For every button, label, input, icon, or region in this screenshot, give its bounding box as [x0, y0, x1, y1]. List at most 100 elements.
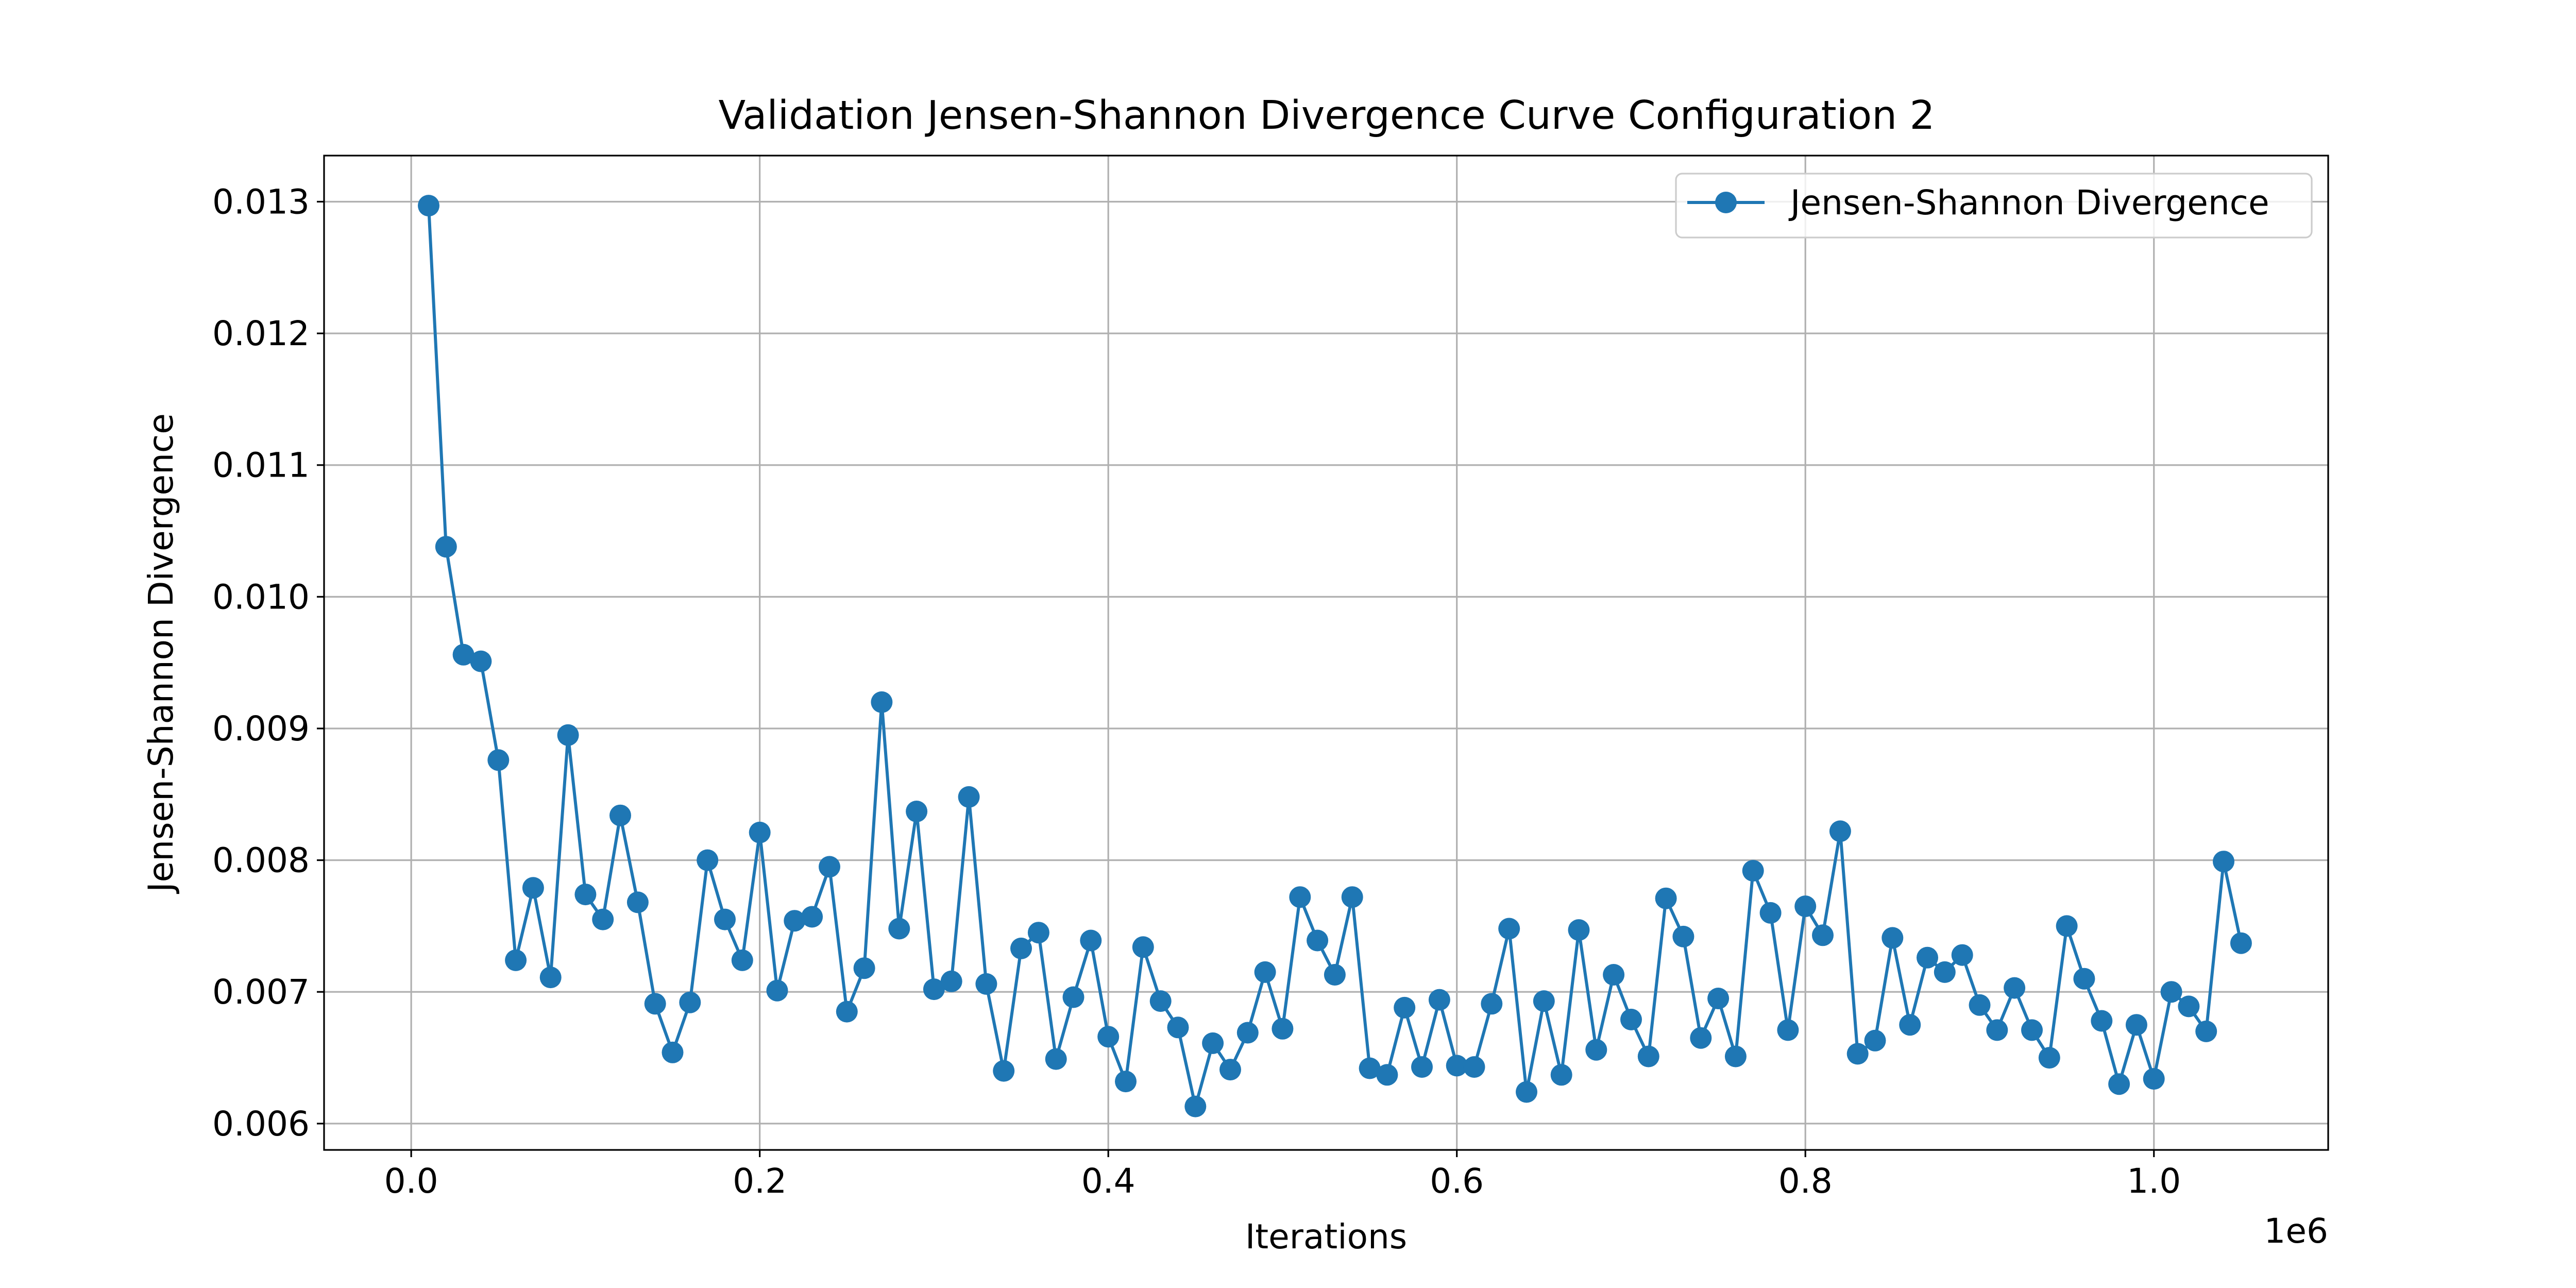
data-point: [2004, 977, 2026, 999]
data-point: [2143, 1068, 2165, 1090]
data-point: [1045, 1048, 1067, 1070]
data-point: [1184, 1095, 1207, 1117]
data-point: [1568, 919, 1590, 941]
data-point: [2038, 1047, 2060, 1069]
data-point: [906, 801, 928, 822]
grid: [324, 156, 2328, 1150]
data-point: [592, 908, 614, 930]
series-layer: [418, 195, 2252, 1117]
data-point: [1289, 886, 1311, 908]
data-point: [2091, 1010, 2113, 1032]
data-point: [1080, 929, 1102, 952]
x-tick-label: 0.2: [733, 1161, 787, 1201]
data-point: [871, 691, 893, 713]
data-point: [1219, 1059, 1241, 1081]
data-point: [714, 908, 736, 930]
data-point: [1951, 944, 1973, 966]
y-tick-label: 0.011: [212, 446, 310, 485]
x-axis-label: Iterations: [1245, 1217, 1407, 1257]
data-point: [1655, 887, 1677, 909]
data-point: [923, 978, 945, 1001]
data-point: [1934, 961, 1956, 983]
data-point: [1062, 986, 1084, 1008]
data-point: [1794, 895, 1817, 918]
data-point: [1236, 1022, 1259, 1044]
data-point: [1864, 1029, 1886, 1052]
data-point: [1533, 990, 1555, 1012]
legend: Jensen-Shannon Divergence: [1675, 173, 2313, 239]
x-tick-label: 1.0: [2127, 1161, 2181, 1201]
data-point: [1307, 929, 1329, 952]
y-tick-label: 0.013: [212, 182, 310, 222]
data-point: [609, 804, 631, 826]
data-point: [1759, 902, 1782, 924]
data-point: [1742, 860, 1764, 882]
data-point: [1672, 925, 1694, 947]
data-point: [1010, 937, 1032, 959]
data-point: [1603, 964, 1625, 986]
data-point: [452, 643, 474, 666]
data-point: [644, 993, 666, 1015]
x-tick-label: 0.8: [1778, 1161, 1833, 1201]
y-tick-label: 0.009: [212, 709, 310, 749]
chart-title: Validation Jensen-Shannon Divergence Cur…: [719, 93, 1935, 139]
data-point: [1149, 990, 1172, 1012]
data-point: [2021, 1019, 2043, 1041]
data-point: [1324, 964, 1346, 986]
data-point: [1115, 1071, 1137, 1093]
data-point: [749, 821, 771, 843]
legend-box: [1675, 173, 2313, 239]
data-point: [1516, 1081, 1537, 1103]
x-tick-label: 0.6: [1430, 1161, 1484, 1201]
data-point: [975, 973, 997, 995]
data-point: [1812, 924, 1834, 946]
data-point: [836, 1001, 858, 1023]
data-point: [1463, 1056, 1485, 1078]
data-point: [1777, 1019, 1799, 1041]
data-point: [662, 1041, 684, 1063]
data-point: [1829, 820, 1851, 842]
data-point: [1411, 1056, 1433, 1078]
data-point: [2125, 1014, 2147, 1036]
data-point: [505, 949, 527, 971]
y-axis-label: Jensen-Shannon Divergence: [141, 413, 181, 894]
data-point: [418, 195, 439, 217]
data-point: [731, 949, 753, 971]
data-point: [1167, 1016, 1189, 1039]
data-point: [574, 884, 597, 906]
data-point: [1097, 1026, 1120, 1048]
data-point: [1481, 993, 1503, 1015]
axis-ticks: 0.0 0.2 0.4 0.6 0.8 1.0 0.006 0.007 0.008 0.009 0.…: [212, 182, 2181, 1201]
legend-label: Jensen-Shannon Divergence: [1788, 183, 2269, 223]
data-point: [679, 991, 701, 1013]
plot-frame: [323, 155, 2329, 1151]
data-point: [2230, 932, 2252, 954]
data-point: [958, 786, 980, 808]
data-point: [1690, 1027, 1712, 1049]
data-point: [1394, 996, 1416, 1019]
data-point: [1899, 1014, 1921, 1036]
data-point: [940, 970, 962, 992]
y-tick-label: 0.012: [212, 314, 310, 353]
data-point: [1969, 994, 1991, 1016]
y-tick-label: 0.006: [212, 1104, 310, 1144]
data-point: [1446, 1055, 1468, 1077]
data-point: [1027, 922, 1049, 944]
data-point: [1724, 1045, 1747, 1067]
data-point: [626, 891, 649, 913]
data-point: [1550, 1064, 1572, 1086]
data-point: [2160, 981, 2182, 1003]
data-point: [1637, 1045, 1659, 1067]
data-point: [470, 650, 492, 672]
data-point: [993, 1060, 1015, 1082]
data-point: [1917, 946, 1938, 969]
data-point: [2056, 915, 2078, 937]
data-point: [1272, 1018, 1294, 1040]
data-point: [1620, 1008, 1642, 1030]
data-point: [1882, 927, 1904, 949]
data-point: [2108, 1073, 2130, 1095]
data-point: [1359, 1057, 1381, 1079]
legend-marker-swatch: [1715, 192, 1737, 213]
data-point: [766, 979, 788, 1002]
data-point: [2178, 995, 2200, 1018]
